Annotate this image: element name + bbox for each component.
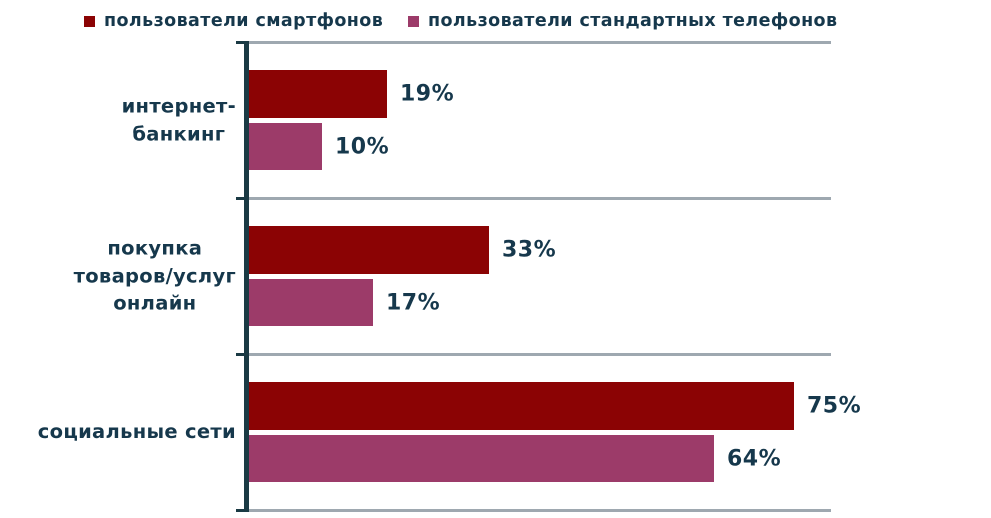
bar-feature-phone-users-social-networks [249, 435, 714, 482]
axis-tick [236, 353, 249, 356]
bar-smartphone-users-internet-banking [249, 70, 387, 118]
bar-feature-phone-users-online-shopping [249, 279, 373, 326]
legend-label-smartphone-users: пользователи смартфонов [104, 11, 384, 31]
value-label-feature-phone-users-online-shopping: 17% [386, 290, 441, 315]
value-label-smartphone-users-online-shopping: 33% [502, 237, 557, 263]
legend-item-feature-phone-users: пользователи стандартных телефонов [408, 11, 837, 31]
legend-marker-feature-phone-users [408, 15, 419, 27]
axis-tick [236, 197, 249, 200]
category-separator-line [249, 41, 831, 44]
bar-feature-phone-users-internet-banking [249, 123, 322, 170]
value-axis-line [244, 41, 249, 512]
bar-smartphone-users-social-networks [249, 382, 794, 430]
bar-smartphone-users-online-shopping [249, 226, 489, 274]
legend-label-feature-phone-users: пользователи стандартных телефонов [428, 11, 838, 31]
category-label-internet-banking: интернет- банкинг [121, 94, 236, 145]
category-separator-line [249, 353, 831, 356]
legend-marker-smartphone-users [84, 15, 95, 27]
legend-item-smartphone-users: пользователи смартфонов [84, 11, 383, 31]
category-separator-line [249, 197, 831, 200]
value-label-smartphone-users-social-networks: 75% [807, 393, 862, 419]
value-label-feature-phone-users-internet-banking: 10% [335, 134, 390, 159]
category-label-online-shopping: покупка товаров/услуг онлайн [73, 236, 236, 315]
category-separator-line [249, 509, 831, 512]
axis-tick [236, 509, 249, 512]
axis-tick [236, 41, 249, 44]
category-label-social-networks: социальные сети [37, 420, 236, 444]
value-label-smartphone-users-internet-banking: 19% [400, 81, 455, 107]
value-label-feature-phone-users-social-networks: 64% [727, 446, 782, 471]
